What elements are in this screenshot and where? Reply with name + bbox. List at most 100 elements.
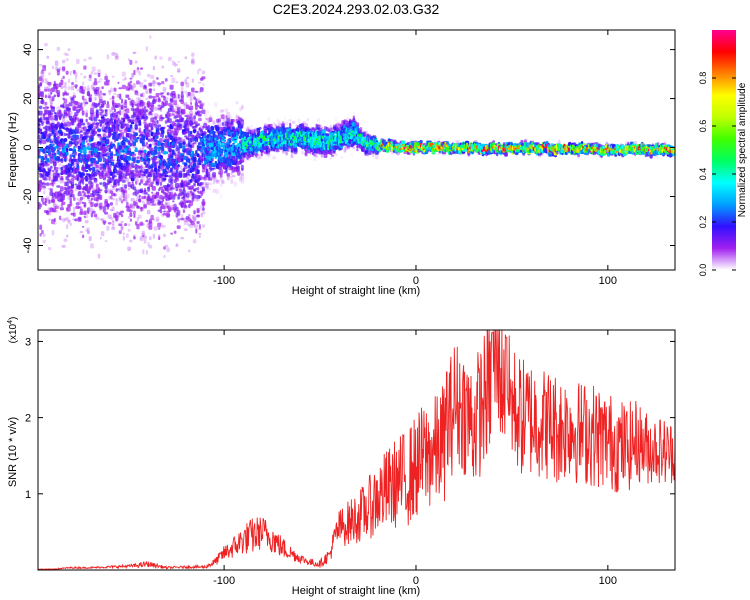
spectrogram-cell [174,176,179,182]
spectrogram-cell [127,116,131,119]
spectrogram-cell [51,122,55,129]
spectrogram-cell [161,65,165,69]
spectrogram-cell [61,244,66,248]
spectrogram-cell [182,209,186,214]
spectrogram-cell [330,154,335,157]
spectrogram-cell [151,185,156,191]
spectrogram-cell [110,117,113,121]
spectrogram-cell [145,109,149,113]
spectrogram-cell [258,126,262,130]
spectrogram-cell [154,106,158,109]
spectrogram-cell [42,66,47,72]
spectrogram-cell [63,98,68,104]
spectrogram-cell [56,204,61,209]
spectrogram-cell [48,170,51,176]
spectrogram-cell [94,96,97,101]
spectrogram-cell [223,136,226,139]
spectrogram-cell [65,151,69,156]
spectrogram-cell [159,56,163,60]
spectrogram-cell [66,121,72,127]
spectrogram-cell [177,217,181,222]
spectrogram-cell [38,63,43,67]
spectrogram-cell [210,126,214,131]
spectrogram-cell [48,85,51,88]
spectrogram-cell [99,78,103,81]
spectrogram-cell [125,94,130,98]
spectrogram-cell [111,187,116,191]
spectrogram-cell [198,68,202,72]
spectrogram-cell [104,240,108,243]
spectrogram-cell [42,182,47,186]
spectrogram-cell [125,233,129,239]
spectrogram-cell [97,130,101,133]
spectrogram-cell [106,54,110,60]
spectrogram-cell [82,90,85,95]
spectrogram-cell [45,163,50,166]
spectrogram-cell [94,77,97,82]
spectrogram-cell [129,239,133,243]
spectrogram-cell [167,112,172,117]
spectrogram-cell [143,203,147,209]
spectrogram-cell [221,109,225,113]
spectrogram-cell [182,138,186,141]
spectrogram-cell [46,55,50,59]
spectrogram-cell [156,120,159,124]
spectrogram-cell [196,198,200,201]
spectrogram-cell [119,159,122,164]
spectrogram-cell [53,182,57,185]
spectrogram-cell [51,118,55,124]
spectrogram-cell [143,106,147,110]
spectrogram-cell [114,55,119,60]
spectrogram-cell [47,82,52,86]
spectrogram-cell [225,169,228,172]
spectrogram-cell [53,152,56,156]
spectrogram-cell [93,81,98,86]
spectrogram-cell [53,218,56,223]
spectrogram-cell [150,132,154,137]
spectrogram-cell [152,88,156,92]
spectrogram-cell [136,91,140,97]
spectrogram-cell [141,178,145,182]
spectrogram-cell [58,163,63,166]
spectrogram-cell [178,126,182,131]
spectrogram-cell [196,165,200,169]
spectrogram-cell [97,86,101,91]
spectrogram-cell [191,178,195,183]
spectrogram-cell [40,71,45,77]
spectrogram-cell [66,156,69,161]
spectrogram-cell [133,51,136,55]
spectrogram-cell [83,65,87,70]
spectrogram-cell [201,109,206,115]
spectrogram-cell [72,92,76,96]
spectrogram-cell [115,201,119,206]
spectrogram-cell [69,116,72,119]
spectrogram-cell [149,35,152,39]
spectrogram-cell [71,186,74,189]
spectrogram-cell [146,102,151,107]
spectrogram-cell [142,92,145,98]
spectrogram-cell [136,178,139,183]
spectrogram-cell [90,71,94,75]
spectrogram-cell [47,95,52,99]
spectrogram-cell [76,134,79,140]
spectrogram-cell [225,129,228,133]
spectrogram-cell [155,113,159,119]
spectrogram-cell [80,73,83,76]
spectrogram-cell [95,109,99,114]
spectrogram-cell [61,142,66,147]
spectrogram-cell [88,94,93,98]
spectrogram-cell [44,101,48,106]
spectrogram-cell [99,96,103,101]
spectrogram-cell [177,93,180,99]
spectrogram-cell [53,94,57,98]
spectrogram-cell [52,222,57,225]
spectrogram-cell [174,244,179,247]
spectrogram-cell [228,175,232,179]
spectrogram-cell [145,219,149,223]
spectrogram-cell [184,56,187,60]
spectrogram-cell [40,74,45,79]
spectrogram-cell [66,224,69,230]
spectrogram-cell [89,187,92,191]
spectrogram-cell [233,181,237,187]
spectrogram-cell [60,104,64,108]
